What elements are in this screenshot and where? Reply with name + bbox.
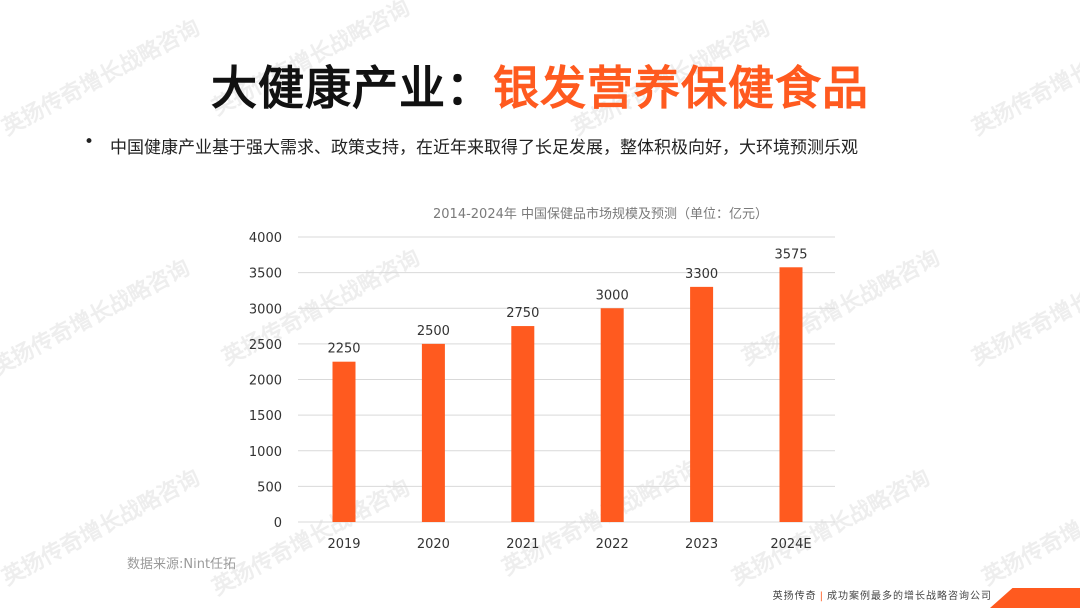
chart-title-wrap: 2014-2024年 中国保健品市场规模及预测（单位：亿元） xyxy=(0,203,768,222)
x-tick-label: 2024E xyxy=(770,537,811,552)
x-tick-label: 2023 xyxy=(685,537,718,552)
data-label: 2500 xyxy=(417,324,450,339)
bar xyxy=(779,267,803,522)
slide-title-highlight: 银发营养保健食品 xyxy=(493,61,869,115)
y-tick-label: 1500 xyxy=(249,409,282,424)
footer-brand: 英扬传奇 xyxy=(772,591,817,602)
x-tick-label: 2021 xyxy=(506,537,539,552)
bar xyxy=(332,361,356,522)
y-tick-label: 1000 xyxy=(249,445,282,460)
data-source-note: 数据来源:Nint任拓 xyxy=(127,557,237,572)
footer-tagline: 成功案例最多的增长战略咨询公司 xyxy=(827,591,992,602)
y-tick-label: 2000 xyxy=(249,374,282,389)
bullet-text: 中国健康产业基于强大需求、政策支持，在近年来取得了长足发展，整体积极向好，大环境… xyxy=(110,138,858,158)
footer-text: 英扬传奇 | 成功案例最多的增长战略咨询公司 xyxy=(773,587,992,602)
x-tick-label: 2022 xyxy=(596,537,629,552)
data-label: 3000 xyxy=(596,288,629,303)
y-tick-label: 0 xyxy=(274,516,282,531)
x-tick-label: 2019 xyxy=(327,537,360,552)
x-tick-label: 2020 xyxy=(417,537,450,552)
footer-separator: | xyxy=(819,591,824,602)
footer-accent-stripe xyxy=(990,588,1080,608)
data-label: 2250 xyxy=(327,342,360,357)
data-label: 3575 xyxy=(774,247,807,262)
data-label: 2750 xyxy=(506,306,539,321)
chart-title: 2014-2024年 中国保健品市场规模及预测（单位：亿元） xyxy=(433,207,768,222)
y-tick-label: 4000 xyxy=(249,231,282,246)
y-tick-label: 3500 xyxy=(249,267,282,282)
bar xyxy=(600,308,624,522)
bar xyxy=(511,326,535,522)
slide-title: 大健康产业：银发营养保健食品 xyxy=(0,52,1080,118)
bar xyxy=(690,286,714,522)
data-label: 3300 xyxy=(685,267,718,282)
y-tick-label: 3000 xyxy=(249,302,282,317)
slide-title-prefix: 大健康产业： xyxy=(211,61,493,115)
y-tick-label: 500 xyxy=(257,480,282,495)
footer: 英扬传奇 | 成功案例最多的增长战略咨询公司 xyxy=(770,578,1080,608)
y-tick-label: 2500 xyxy=(249,338,282,353)
bar xyxy=(421,343,445,522)
bullet-marker: • xyxy=(84,132,95,152)
